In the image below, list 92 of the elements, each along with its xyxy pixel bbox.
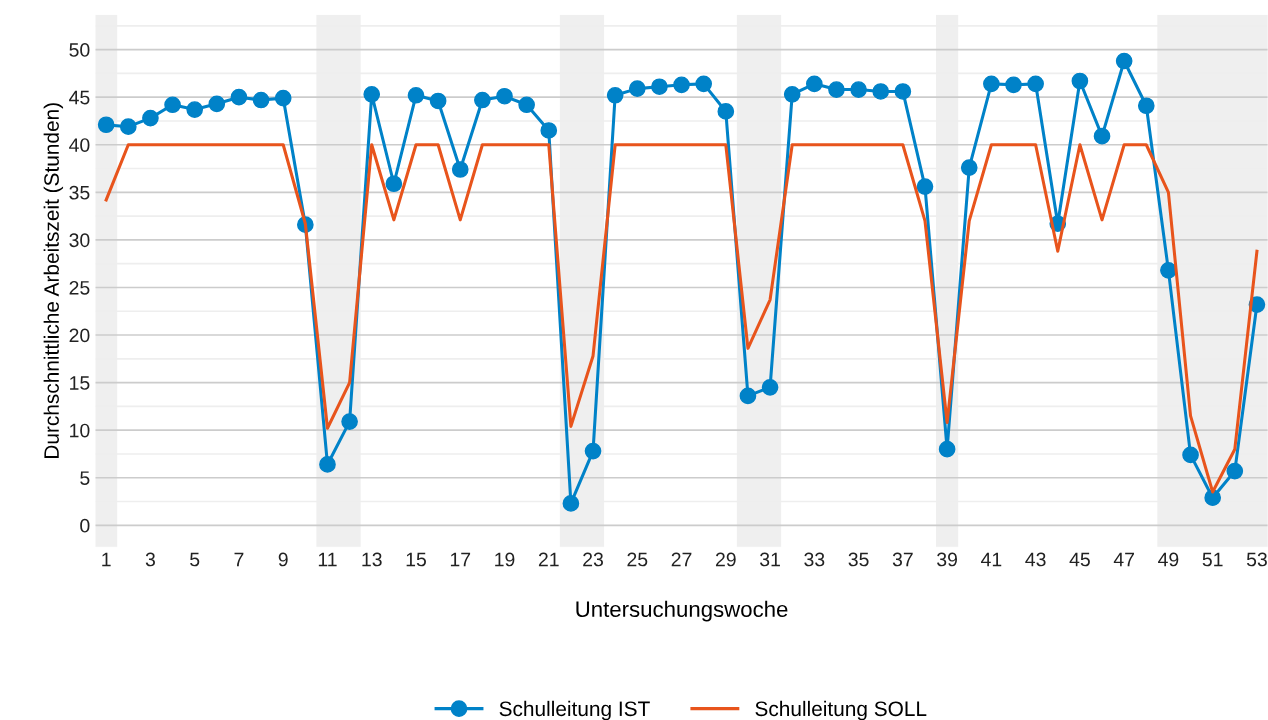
y-tick-label: 45 bbox=[69, 90, 90, 105]
point bbox=[783, 85, 801, 103]
y-tick-label: 50 bbox=[69, 43, 90, 57]
point bbox=[496, 87, 513, 105]
point bbox=[208, 95, 226, 113]
point bbox=[319, 456, 336, 473]
x-tick-label: 39 bbox=[937, 552, 958, 567]
point bbox=[429, 92, 447, 110]
y-tick-label: 5 bbox=[80, 471, 90, 485]
x-tick-label: 31 bbox=[760, 552, 780, 567]
y-tick-label: 35 bbox=[69, 185, 90, 200]
point bbox=[341, 413, 358, 430]
point bbox=[695, 75, 713, 93]
point bbox=[739, 387, 757, 405]
point bbox=[385, 175, 403, 193]
point bbox=[1005, 76, 1022, 94]
x-tick-label: 49 bbox=[1158, 552, 1179, 567]
legend-label: Schulleitung SOLL bbox=[755, 700, 927, 720]
x-tick-label: 47 bbox=[1113, 552, 1134, 567]
y-tick-label: 20 bbox=[69, 328, 90, 343]
x-tick-label: 3 bbox=[145, 552, 155, 567]
point bbox=[1160, 262, 1177, 279]
x-tick-label: 9 bbox=[278, 552, 288, 567]
x-tick-label: 25 bbox=[627, 552, 648, 567]
point bbox=[562, 495, 580, 512]
point bbox=[1071, 72, 1089, 90]
point bbox=[540, 122, 558, 139]
y-tick-label: 30 bbox=[69, 233, 90, 248]
x-tick-label: 33 bbox=[804, 552, 825, 567]
point bbox=[894, 83, 912, 100]
x-tick-label: 5 bbox=[190, 552, 200, 567]
x-tick-label: 37 bbox=[892, 552, 913, 567]
y-tick-label: 15 bbox=[70, 376, 90, 390]
x-tick-label: 41 bbox=[981, 552, 1002, 567]
point bbox=[230, 88, 248, 106]
x-tick-label: 51 bbox=[1202, 552, 1223, 567]
y-tick-label: 10 bbox=[70, 423, 90, 438]
x-tick-label: 23 bbox=[583, 552, 603, 567]
point bbox=[274, 89, 292, 107]
point bbox=[451, 161, 469, 178]
point bbox=[850, 81, 867, 98]
point bbox=[1182, 446, 1199, 464]
x-tick-label: 53 bbox=[1246, 552, 1267, 567]
point bbox=[828, 81, 845, 98]
point bbox=[164, 96, 181, 114]
point bbox=[142, 109, 159, 127]
point bbox=[363, 85, 381, 103]
point bbox=[1115, 52, 1133, 70]
x-tick-label: 45 bbox=[1069, 552, 1090, 567]
x-axis-title: Untersuchungswoche bbox=[576, 600, 788, 622]
point bbox=[938, 440, 956, 458]
y-tick-label: 40 bbox=[69, 138, 90, 152]
x-tick-label: 19 bbox=[495, 552, 515, 567]
point bbox=[407, 86, 425, 104]
point bbox=[252, 91, 270, 109]
point bbox=[1093, 127, 1111, 145]
point bbox=[1204, 489, 1222, 507]
point bbox=[584, 442, 602, 460]
y-tick-label: 25 bbox=[69, 280, 90, 295]
x-tick-label: 21 bbox=[538, 552, 559, 567]
x-tick-label: 17 bbox=[450, 552, 471, 567]
x-tick-label: 1 bbox=[102, 552, 111, 567]
point bbox=[628, 80, 646, 97]
legend-label: Schulleitung IST bbox=[499, 700, 650, 720]
x-tick-label: 13 bbox=[362, 552, 382, 567]
point bbox=[1027, 75, 1044, 93]
x-tick-label: 11 bbox=[318, 552, 337, 567]
point bbox=[518, 96, 535, 114]
x-tick-label: 15 bbox=[406, 552, 426, 567]
point bbox=[606, 86, 624, 104]
point bbox=[717, 103, 735, 120]
point bbox=[186, 101, 204, 118]
point bbox=[119, 118, 137, 136]
point bbox=[673, 76, 690, 94]
point bbox=[761, 379, 779, 396]
point bbox=[983, 75, 1000, 93]
point bbox=[1226, 462, 1244, 480]
x-tick-label: 27 bbox=[671, 552, 692, 567]
y-axis-title: Durchschnittliche Arbeitszeit (Stunden) bbox=[43, 103, 64, 458]
point bbox=[916, 178, 934, 195]
point bbox=[651, 78, 668, 96]
point bbox=[474, 91, 491, 109]
x-tick-label: 29 bbox=[715, 552, 736, 567]
point bbox=[805, 75, 823, 93]
point bbox=[97, 116, 115, 134]
point bbox=[872, 83, 890, 100]
point bbox=[1137, 97, 1155, 115]
x-tick-label: 43 bbox=[1025, 552, 1046, 567]
y-tick-label: 0 bbox=[80, 518, 90, 533]
point bbox=[960, 159, 978, 176]
x-tick-label: 35 bbox=[848, 552, 869, 567]
x-tick-label: 7 bbox=[234, 552, 244, 567]
